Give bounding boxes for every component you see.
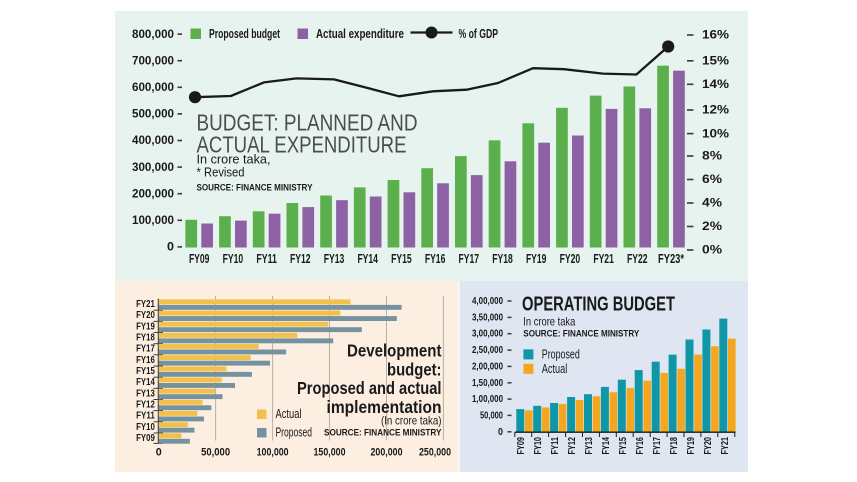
svg-text:500,000: 500,000 — [132, 107, 174, 121]
svg-text:SOURCE: FINANCE MINISTRY: SOURCE: FINANCE MINISTRY — [197, 182, 314, 193]
svg-text:4,00,000: 4,00,000 — [472, 295, 503, 307]
svg-text:150,000: 150,000 — [314, 447, 346, 459]
svg-text:OPERATING BUDGET: OPERATING BUDGET — [522, 294, 675, 316]
svg-text:FY15: FY15 — [618, 437, 629, 455]
svg-text:FY13: FY13 — [324, 252, 345, 266]
svg-text:FY09: FY09 — [516, 437, 527, 455]
svg-text:FY14: FY14 — [601, 437, 612, 455]
svg-text:ACTUAL EXPENDITURE: ACTUAL EXPENDITURE — [197, 132, 407, 158]
svg-text:8%: 8% — [702, 149, 722, 163]
svg-text:700,000: 700,000 — [132, 53, 174, 67]
svg-text:FY18: FY18 — [669, 437, 680, 455]
svg-text:12%: 12% — [702, 103, 729, 117]
svg-text:0%: 0% — [702, 243, 722, 257]
svg-text:3,50,000: 3,50,000 — [472, 311, 503, 323]
svg-text:FY19: FY19 — [136, 321, 155, 332]
svg-text:FY20: FY20 — [560, 252, 581, 266]
svg-text:FY22: FY22 — [627, 252, 648, 266]
svg-text:FY10: FY10 — [136, 422, 155, 433]
svg-text:FY11: FY11 — [550, 437, 561, 455]
svg-text:100,000: 100,000 — [257, 447, 289, 459]
svg-text:50,000: 50,000 — [480, 409, 503, 421]
svg-text:0: 0 — [167, 240, 174, 254]
svg-text:FY16: FY16 — [635, 437, 646, 455]
svg-text:FY17: FY17 — [459, 252, 480, 266]
svg-text:6%: 6% — [702, 172, 722, 186]
svg-text:FY13: FY13 — [136, 388, 155, 399]
svg-text:14%: 14% — [702, 77, 729, 91]
svg-text:1,00,000: 1,00,000 — [472, 393, 503, 405]
svg-text:% of GDP: % of GDP — [459, 27, 499, 41]
svg-text:FY19: FY19 — [526, 252, 547, 266]
svg-text:3,00,000: 3,00,000 — [472, 328, 503, 340]
svg-text:2,00,000: 2,00,000 — [472, 360, 503, 372]
svg-text:300,000: 300,000 — [132, 160, 174, 174]
svg-text:FY16: FY16 — [425, 252, 446, 266]
svg-text:FY17: FY17 — [652, 437, 663, 455]
svg-text:2,50,000: 2,50,000 — [472, 344, 503, 356]
svg-text:budget:: budget: — [387, 359, 442, 379]
svg-text:FY18: FY18 — [136, 333, 155, 344]
svg-text:FY20: FY20 — [136, 310, 155, 321]
svg-text:(In crore taka): (In crore taka) — [381, 414, 442, 428]
svg-text:FY21: FY21 — [720, 437, 731, 455]
svg-text:1,50,000: 1,50,000 — [472, 377, 503, 389]
svg-text:FY14: FY14 — [357, 252, 378, 266]
svg-text:FY23*: FY23* — [658, 252, 684, 266]
svg-text:FY21: FY21 — [593, 252, 614, 266]
svg-text:In crore taka: In crore taka — [523, 314, 575, 328]
svg-text:BUDGET: PLANNED AND: BUDGET: PLANNED AND — [197, 110, 418, 136]
svg-text:Development: Development — [347, 340, 442, 360]
svg-text:FY13: FY13 — [584, 437, 595, 455]
svg-text:FY17: FY17 — [136, 344, 155, 355]
svg-text:250,000: 250,000 — [419, 447, 451, 459]
svg-text:FY10: FY10 — [223, 252, 244, 266]
svg-text:4%: 4% — [702, 196, 722, 210]
svg-text:* Revised: * Revised — [197, 165, 245, 180]
svg-text:10%: 10% — [702, 126, 729, 140]
svg-text:FY11: FY11 — [136, 411, 155, 422]
svg-text:Proposed: Proposed — [542, 347, 580, 362]
svg-text:FY11: FY11 — [256, 252, 277, 266]
svg-text:FY16: FY16 — [136, 355, 155, 366]
svg-text:2%: 2% — [702, 219, 722, 233]
svg-text:100,000: 100,000 — [132, 213, 174, 227]
svg-text:Proposed: Proposed — [276, 425, 313, 440]
svg-text:FY20: FY20 — [703, 437, 714, 455]
svg-text:800,000: 800,000 — [132, 27, 174, 41]
svg-text:Actual: Actual — [276, 406, 302, 421]
svg-text:200,000: 200,000 — [371, 447, 403, 459]
svg-text:600,000: 600,000 — [132, 80, 174, 94]
svg-text:400,000: 400,000 — [132, 133, 174, 147]
svg-text:FY19: FY19 — [686, 437, 697, 455]
svg-text:SOURCE: FINANCE MINISTRY: SOURCE: FINANCE MINISTRY — [523, 329, 640, 340]
svg-text:FY21: FY21 — [136, 299, 155, 310]
svg-text:Proposed and actual: Proposed and actual — [297, 378, 442, 398]
svg-text:FY09: FY09 — [136, 433, 155, 444]
svg-text:FY14: FY14 — [136, 377, 155, 388]
svg-text:SOURCE: FINANCE MINISTRY: SOURCE: FINANCE MINISTRY — [324, 428, 442, 439]
svg-text:implementation: implementation — [327, 397, 442, 417]
svg-text:15%: 15% — [702, 54, 729, 68]
svg-text:FY12: FY12 — [567, 437, 578, 455]
svg-text:FY10: FY10 — [533, 437, 544, 455]
svg-text:0: 0 — [156, 447, 162, 459]
svg-text:FY12: FY12 — [290, 252, 311, 266]
svg-text:Actual expenditure: Actual expenditure — [316, 27, 404, 41]
svg-text:FY18: FY18 — [492, 252, 513, 266]
svg-text:0: 0 — [498, 426, 503, 438]
svg-text:FY09: FY09 — [189, 252, 210, 266]
svg-text:200,000: 200,000 — [132, 186, 174, 200]
svg-text:FY12: FY12 — [136, 399, 155, 410]
svg-text:16%: 16% — [702, 28, 729, 42]
svg-text:50,000: 50,000 — [201, 447, 230, 459]
svg-text:In crore taka,: In crore taka, — [197, 152, 271, 167]
svg-text:Proposed budget: Proposed budget — [209, 27, 281, 41]
svg-text:Actual: Actual — [542, 361, 568, 376]
svg-text:FY15: FY15 — [136, 366, 155, 377]
svg-text:FY15: FY15 — [391, 252, 412, 266]
